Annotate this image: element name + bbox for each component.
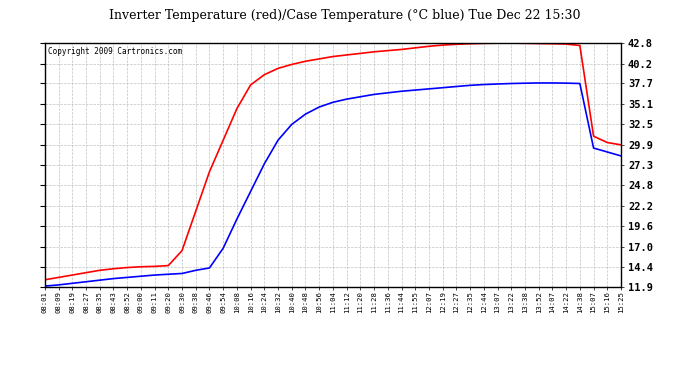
Text: Inverter Temperature (red)/Case Temperature (°C blue) Tue Dec 22 15:30: Inverter Temperature (red)/Case Temperat… (109, 9, 581, 22)
Text: Copyright 2009 Cartronics.com: Copyright 2009 Cartronics.com (48, 47, 182, 56)
